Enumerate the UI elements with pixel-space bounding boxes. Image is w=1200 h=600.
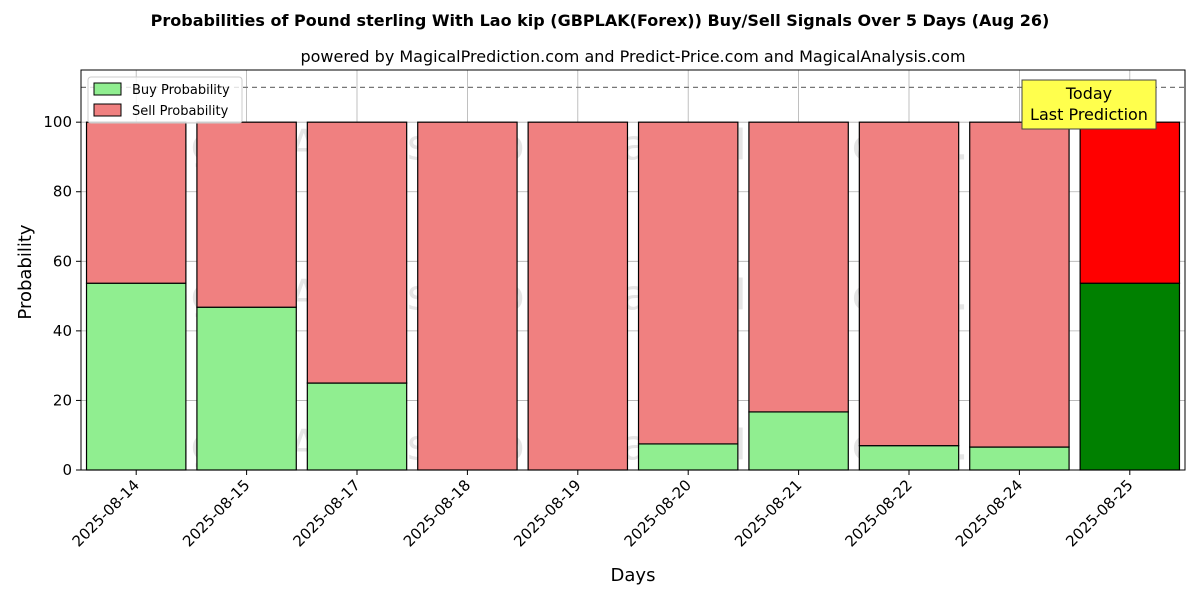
- bars-layer: [85, 121, 1181, 471]
- x-tick-label-1: 2025-08-15: [179, 476, 253, 550]
- annotation-box: [1021, 79, 1157, 130]
- x-tick-label-9: 2025-08-25: [1062, 476, 1136, 550]
- x-tick-label-0: 2025-08-14: [69, 476, 143, 550]
- buy-bar-8: [969, 446, 1070, 471]
- buy-bar-5: [637, 443, 739, 471]
- y-tick-label-3: 60: [53, 252, 72, 270]
- x-tick-label-6: 2025-08-21: [731, 476, 805, 550]
- y-axis: 0 20 40 60 80 100: [43, 113, 81, 479]
- x-tick-label-4: 2025-08-19: [510, 476, 584, 550]
- annotation-line-2: Last Prediction: [1030, 105, 1148, 124]
- sell-bar-5: [637, 121, 739, 445]
- legend-buy-label: Buy Probability: [132, 83, 230, 98]
- buy-bar-0: [85, 282, 187, 471]
- sell-bar-7: [858, 121, 960, 447]
- x-tick-label-5: 2025-08-20: [621, 476, 695, 550]
- legend-buy-swatch: [93, 82, 122, 96]
- today-annotation: Today Last Prediction: [1021, 79, 1157, 130]
- y-tick-label-1: 20: [53, 391, 72, 409]
- sell-bar-6: [748, 121, 849, 413]
- x-axis: 2025-08-14 2025-08-15 2025-08-17 2025-08-18…: [69, 470, 1137, 550]
- sell-bar-3: [417, 121, 518, 471]
- x-tick-label-8: 2025-08-24: [952, 476, 1026, 550]
- annotation-line-1: Today: [1065, 84, 1112, 103]
- plot-frame: [80, 69, 1186, 471]
- y-axis-label: Probability: [15, 224, 36, 319]
- y-tick-label-2: 40: [53, 322, 72, 340]
- sell-bar-0: [85, 121, 187, 284]
- chart-subtitle: powered by MagicalPrediction.com and Pre…: [300, 47, 965, 66]
- y-tick-label-0: 0: [62, 461, 72, 479]
- sell-bar-4: [527, 121, 629, 471]
- legend-box: [87, 76, 243, 124]
- sell-bar-2: [306, 121, 408, 384]
- buy-bar-7: [858, 445, 960, 471]
- buy-bar-1: [196, 306, 297, 471]
- sell-bar-8: [969, 121, 1070, 448]
- x-axis-label: Days: [611, 565, 656, 586]
- legend: Buy Probability Sell Probability: [87, 76, 243, 124]
- x-tick-label-3: 2025-08-18: [400, 476, 474, 550]
- x-tick-label-7: 2025-08-22: [841, 476, 915, 550]
- y-tick-label-4: 80: [53, 183, 72, 201]
- y-tick-label-5: 100: [43, 113, 72, 131]
- buy-bar-6: [748, 411, 849, 471]
- buy-bar-9: [1079, 282, 1181, 471]
- sell-bar-9: [1079, 121, 1181, 284]
- legend-sell-label: Sell Probability: [132, 104, 229, 119]
- x-tick-label-2: 2025-08-17: [289, 476, 363, 550]
- chart-title: Probabilities of Pound sterling With Lao…: [151, 11, 1050, 30]
- buy-bar-2: [306, 382, 408, 471]
- legend-sell-swatch: [93, 103, 122, 117]
- sell-bar-1: [196, 121, 297, 308]
